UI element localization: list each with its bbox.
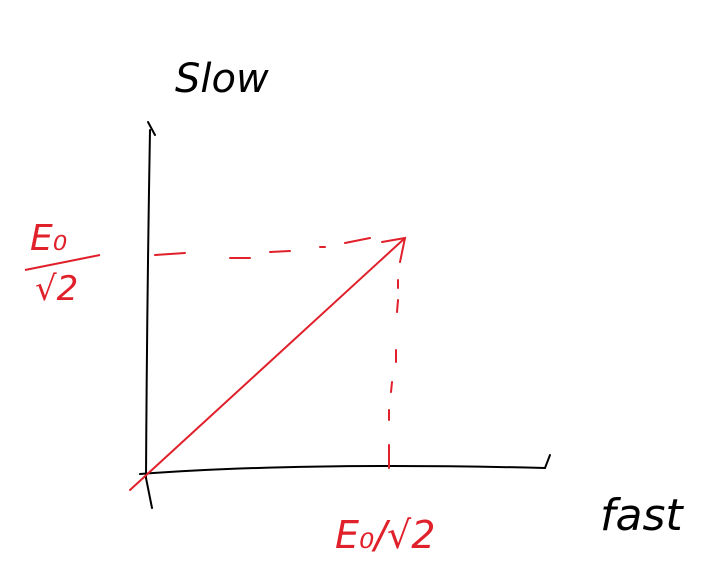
horizontal-projection xyxy=(154,237,371,259)
y-axis-label: Slow xyxy=(175,56,269,102)
vector-arrowhead xyxy=(381,236,407,263)
vertical-projection xyxy=(388,279,399,469)
y-axis xyxy=(144,121,156,509)
y-component-numerator: E₀ xyxy=(30,218,67,259)
fraction-bar xyxy=(24,254,101,271)
y-component-denominator: √2 xyxy=(35,269,78,309)
x-axis-label: fast xyxy=(600,490,684,541)
x-axis xyxy=(139,454,551,475)
vector xyxy=(129,237,406,491)
x-component-label: E₀/√2 xyxy=(335,513,435,557)
